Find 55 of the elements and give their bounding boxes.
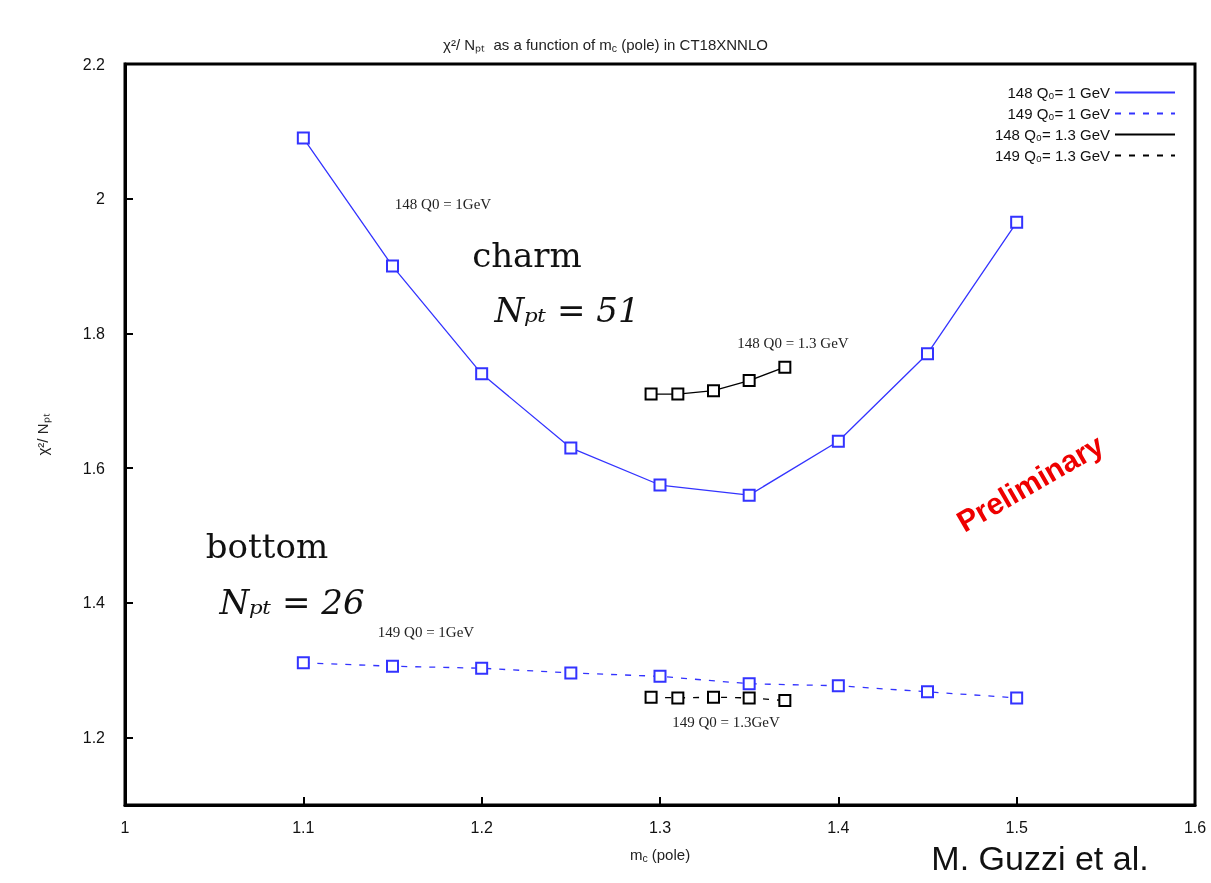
point xyxy=(742,677,756,691)
x-tick-label: 1.6 xyxy=(1183,818,1207,836)
point xyxy=(778,694,792,708)
annotation: 149 Q0 = 1.3GeV xyxy=(672,714,780,730)
point xyxy=(831,679,845,693)
x-tick-label: 1.4 xyxy=(827,818,850,836)
y-tick-label: 1.8 xyxy=(82,324,106,342)
y-axis-title: χ²/ Nₚₜ xyxy=(34,413,52,456)
annotation: Nₚₜ = 26 xyxy=(218,582,365,622)
point xyxy=(742,691,756,705)
point xyxy=(653,478,667,492)
point xyxy=(671,387,685,401)
point xyxy=(296,656,310,670)
point xyxy=(475,661,489,675)
annotation: bottom xyxy=(205,526,329,566)
point xyxy=(742,374,756,388)
point xyxy=(475,367,489,381)
point xyxy=(707,690,720,704)
point xyxy=(564,441,578,455)
point xyxy=(1010,691,1024,705)
legend-label: 149 Q₀= 1 GeV xyxy=(1007,105,1110,122)
point xyxy=(831,434,845,448)
point xyxy=(742,488,756,502)
point xyxy=(707,384,720,398)
x-tick-label: 1.1 xyxy=(292,818,315,836)
point xyxy=(921,347,934,361)
y-tick-label: 2 xyxy=(96,190,106,208)
point xyxy=(386,259,399,273)
point xyxy=(921,685,934,699)
annotation: Nₚₜ = 51 xyxy=(493,290,640,330)
y-tick-label: 1.4 xyxy=(82,594,106,612)
point xyxy=(644,690,658,704)
annotation: 148 Q0 = 1.3 GeV xyxy=(737,335,849,351)
x-tick-label: 1 xyxy=(120,818,130,836)
annotation: 148 Q0 = 1GeV xyxy=(394,196,492,212)
point xyxy=(386,659,399,673)
point xyxy=(644,387,658,401)
point xyxy=(1010,215,1024,229)
legend-label: 148 Q₀= 1 GeV xyxy=(1007,84,1110,101)
point xyxy=(778,360,792,374)
y-tick-label: 1.6 xyxy=(82,459,106,477)
point xyxy=(296,131,310,145)
x-tick-label: 1.5 xyxy=(1005,818,1028,836)
x-tick-label: 1.2 xyxy=(470,818,493,836)
x-tick-label: 1.3 xyxy=(648,818,672,836)
legend-label: 148 Q₀= 1.3 GeV xyxy=(994,126,1110,143)
point xyxy=(671,691,685,705)
point xyxy=(653,669,667,683)
point xyxy=(564,666,578,680)
text: M. Guzzi et al. xyxy=(931,839,1149,877)
y-tick-label: 1.2 xyxy=(82,729,106,747)
annotation: 149 Q0 = 1GeV xyxy=(377,624,475,640)
y-tick-label: 2.2 xyxy=(82,55,106,73)
legend-label: 149 Q₀= 1.3 GeV xyxy=(994,147,1110,164)
annotation: charm xyxy=(472,235,582,275)
